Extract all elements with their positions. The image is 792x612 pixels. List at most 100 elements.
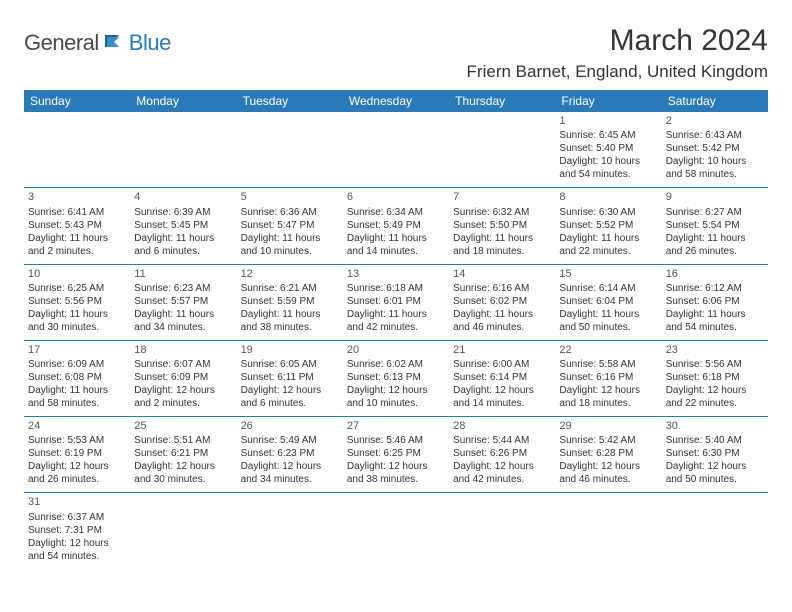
header: General Blue March 2024 Friern Barnet, E…	[24, 24, 768, 82]
calendar-day-cell	[555, 493, 661, 569]
sunset-line: Sunset: 5:52 PM	[559, 219, 657, 232]
calendar-day-cell: 10Sunrise: 6:25 AMSunset: 5:56 PMDayligh…	[24, 264, 130, 340]
logo-word1: General	[24, 30, 99, 56]
daylight-line: Daylight: 11 hours	[134, 232, 232, 245]
sunset-line: Sunset: 6:28 PM	[559, 447, 657, 460]
daylight-line: Daylight: 12 hours	[134, 384, 232, 397]
daylight-line: Daylight: 11 hours	[453, 308, 551, 321]
day-number: 22	[559, 343, 657, 357]
day-number: 10	[28, 267, 126, 281]
sunrise-line: Sunrise: 5:42 AM	[559, 434, 657, 447]
calendar-day-cell	[24, 112, 130, 188]
day-number: 21	[453, 343, 551, 357]
day-number: 14	[453, 267, 551, 281]
sunset-line: Sunset: 5:49 PM	[347, 219, 445, 232]
daylight-line: and 46 minutes.	[559, 473, 657, 486]
sunset-line: Sunset: 5:59 PM	[241, 295, 339, 308]
daylight-line: Daylight: 10 hours	[666, 155, 764, 168]
sunset-line: Sunset: 6:18 PM	[666, 371, 764, 384]
weekday-header: Tuesday	[237, 90, 343, 112]
weekday-header: Monday	[130, 90, 236, 112]
daylight-line: Daylight: 12 hours	[28, 460, 126, 473]
daylight-line: and 42 minutes.	[453, 473, 551, 486]
day-number: 20	[347, 343, 445, 357]
daylight-line: Daylight: 11 hours	[241, 308, 339, 321]
sunrise-line: Sunrise: 6:07 AM	[134, 358, 232, 371]
sunrise-line: Sunrise: 6:36 AM	[241, 206, 339, 219]
calendar-day-cell: 2Sunrise: 6:43 AMSunset: 5:42 PMDaylight…	[662, 112, 768, 188]
weekday-header: Friday	[555, 90, 661, 112]
sunrise-line: Sunrise: 5:44 AM	[453, 434, 551, 447]
day-number: 8	[559, 190, 657, 204]
calendar-week-row: 31Sunrise: 6:37 AMSunset: 7:31 PMDayligh…	[24, 493, 768, 569]
sunrise-line: Sunrise: 6:23 AM	[134, 282, 232, 295]
sunset-line: Sunset: 6:13 PM	[347, 371, 445, 384]
sunset-line: Sunset: 6:16 PM	[559, 371, 657, 384]
daylight-line: Daylight: 10 hours	[559, 155, 657, 168]
daylight-line: Daylight: 12 hours	[559, 460, 657, 473]
sunset-line: Sunset: 5:56 PM	[28, 295, 126, 308]
daylight-line: Daylight: 11 hours	[347, 232, 445, 245]
title-block: March 2024 Friern Barnet, England, Unite…	[467, 24, 768, 82]
calendar-day-cell	[237, 112, 343, 188]
sunset-line: Sunset: 5:50 PM	[453, 219, 551, 232]
sunrise-line: Sunrise: 6:16 AM	[453, 282, 551, 295]
day-number: 27	[347, 419, 445, 433]
sunset-line: Sunset: 6:30 PM	[666, 447, 764, 460]
calendar-day-cell: 16Sunrise: 6:12 AMSunset: 6:06 PMDayligh…	[662, 264, 768, 340]
calendar-day-cell	[662, 493, 768, 569]
day-number: 7	[453, 190, 551, 204]
day-number: 6	[347, 190, 445, 204]
daylight-line: Daylight: 12 hours	[666, 460, 764, 473]
daylight-line: Daylight: 12 hours	[347, 460, 445, 473]
calendar-page: General Blue March 2024 Friern Barnet, E…	[0, 0, 792, 581]
day-number: 5	[241, 190, 339, 204]
weekday-header: Sunday	[24, 90, 130, 112]
calendar-day-cell	[237, 493, 343, 569]
day-number: 31	[28, 495, 126, 509]
calendar-day-cell: 21Sunrise: 6:00 AMSunset: 6:14 PMDayligh…	[449, 340, 555, 416]
sunset-line: Sunset: 6:26 PM	[453, 447, 551, 460]
day-number: 12	[241, 267, 339, 281]
calendar-day-cell	[449, 493, 555, 569]
weekday-header: Saturday	[662, 90, 768, 112]
day-number: 30	[666, 419, 764, 433]
daylight-line: Daylight: 12 hours	[241, 460, 339, 473]
calendar-day-cell: 11Sunrise: 6:23 AMSunset: 5:57 PMDayligh…	[130, 264, 236, 340]
calendar-day-cell: 18Sunrise: 6:07 AMSunset: 6:09 PMDayligh…	[130, 340, 236, 416]
daylight-line: and 10 minutes.	[347, 397, 445, 410]
calendar-day-cell: 24Sunrise: 5:53 AMSunset: 6:19 PMDayligh…	[24, 417, 130, 493]
calendar-day-cell: 31Sunrise: 6:37 AMSunset: 7:31 PMDayligh…	[24, 493, 130, 569]
daylight-line: Daylight: 11 hours	[559, 308, 657, 321]
day-number: 23	[666, 343, 764, 357]
sunset-line: Sunset: 5:57 PM	[134, 295, 232, 308]
day-number: 1	[559, 114, 657, 128]
daylight-line: and 38 minutes.	[347, 473, 445, 486]
month-title: March 2024	[467, 24, 768, 58]
daylight-line: and 18 minutes.	[453, 245, 551, 258]
daylight-line: and 42 minutes.	[347, 321, 445, 334]
daylight-line: and 54 minutes.	[559, 168, 657, 181]
calendar-day-cell: 3Sunrise: 6:41 AMSunset: 5:43 PMDaylight…	[24, 188, 130, 264]
day-number: 4	[134, 190, 232, 204]
calendar-day-cell: 29Sunrise: 5:42 AMSunset: 6:28 PMDayligh…	[555, 417, 661, 493]
calendar-day-cell: 5Sunrise: 6:36 AMSunset: 5:47 PMDaylight…	[237, 188, 343, 264]
sunrise-line: Sunrise: 5:53 AM	[28, 434, 126, 447]
daylight-line: Daylight: 12 hours	[134, 460, 232, 473]
logo-word2: Blue	[129, 30, 171, 56]
sunset-line: Sunset: 5:45 PM	[134, 219, 232, 232]
calendar-day-cell	[449, 112, 555, 188]
daylight-line: Daylight: 11 hours	[28, 384, 126, 397]
sunrise-line: Sunrise: 6:21 AM	[241, 282, 339, 295]
daylight-line: and 18 minutes.	[559, 397, 657, 410]
daylight-line: and 10 minutes.	[241, 245, 339, 258]
sunrise-line: Sunrise: 5:51 AM	[134, 434, 232, 447]
daylight-line: Daylight: 12 hours	[559, 384, 657, 397]
calendar-week-row: 10Sunrise: 6:25 AMSunset: 5:56 PMDayligh…	[24, 264, 768, 340]
calendar-day-cell: 12Sunrise: 6:21 AMSunset: 5:59 PMDayligh…	[237, 264, 343, 340]
daylight-line: Daylight: 12 hours	[241, 384, 339, 397]
sunrise-line: Sunrise: 6:12 AM	[666, 282, 764, 295]
sunset-line: Sunset: 6:21 PM	[134, 447, 232, 460]
daylight-line: and 58 minutes.	[666, 168, 764, 181]
calendar-day-cell: 7Sunrise: 6:32 AMSunset: 5:50 PMDaylight…	[449, 188, 555, 264]
